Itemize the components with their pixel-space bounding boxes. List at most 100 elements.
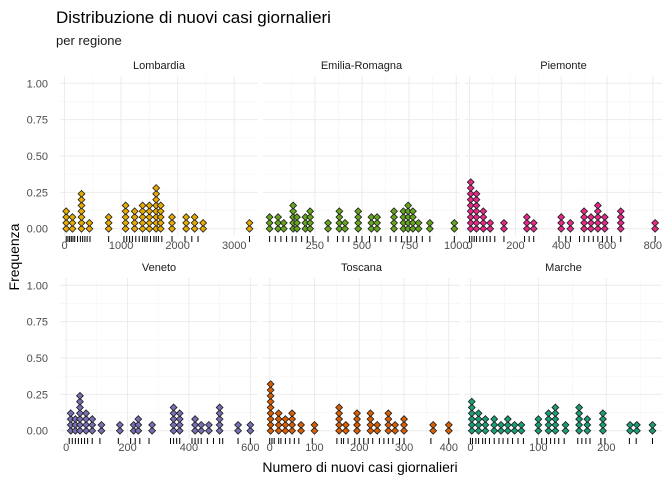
x-axis-title: Numero di nuovi casi giornalieri <box>262 459 457 475</box>
data-point <box>486 218 495 227</box>
y-tick-label: 0.75 <box>27 317 48 329</box>
data-point <box>306 218 315 227</box>
y-tick-label: 0.75 <box>27 115 48 127</box>
data-point <box>367 218 376 227</box>
data-point <box>600 218 609 227</box>
data-point <box>384 409 393 418</box>
data-point <box>121 224 130 233</box>
data-point <box>82 409 91 418</box>
data-point <box>632 420 641 429</box>
data-point <box>77 207 86 216</box>
data-point <box>529 218 538 227</box>
data-point <box>414 224 423 233</box>
facet-strip-label: Emilia-Romagna <box>321 60 403 72</box>
data-point <box>289 201 298 210</box>
data-point <box>373 224 382 233</box>
data-point <box>616 207 625 216</box>
data-point <box>130 224 139 233</box>
data-point <box>82 415 91 424</box>
data-point <box>474 409 483 418</box>
data-point <box>138 224 147 233</box>
data-point <box>197 426 206 435</box>
data-point <box>266 380 275 389</box>
data-point <box>266 426 275 435</box>
data-point <box>408 207 417 216</box>
data-point <box>354 218 363 227</box>
data-point <box>204 420 213 429</box>
data-point <box>215 426 224 435</box>
data-point <box>68 224 77 233</box>
data-point <box>490 426 499 435</box>
y-tick-label: 0.25 <box>27 187 48 199</box>
data-point <box>134 426 143 435</box>
data-point <box>204 426 213 435</box>
data-point <box>366 415 375 424</box>
data-point <box>245 224 254 233</box>
data-point <box>310 420 319 429</box>
data-point <box>199 224 208 233</box>
data-point <box>148 426 157 435</box>
data-point <box>62 224 71 233</box>
data-point <box>335 403 344 412</box>
data-point <box>408 213 417 222</box>
data-point <box>62 207 71 216</box>
data-point <box>77 213 86 222</box>
data-point <box>651 224 660 233</box>
data-point <box>551 409 560 418</box>
data-point <box>265 218 274 227</box>
data-point <box>467 403 476 412</box>
data-point <box>310 426 319 435</box>
data-point <box>97 420 106 429</box>
data-point <box>583 420 592 429</box>
data-point <box>479 224 488 233</box>
x-tick-label: 750 <box>400 240 418 252</box>
data-point <box>266 386 275 394</box>
data-point <box>75 397 84 406</box>
data-point <box>104 218 113 227</box>
data-point <box>145 201 154 210</box>
data-point <box>353 420 361 429</box>
data-point <box>130 218 139 227</box>
x-tick-label: 0 <box>467 442 473 454</box>
data-point <box>587 224 595 233</box>
data-point <box>156 224 165 233</box>
data-point <box>169 403 178 412</box>
data-point <box>246 420 255 429</box>
data-point <box>77 224 86 233</box>
data-point <box>544 415 553 424</box>
data-point <box>466 207 475 216</box>
data-point <box>335 409 344 418</box>
chart-title: Distribuzione di nuovi casi giornalieri <box>56 8 331 27</box>
data-point <box>274 420 283 429</box>
data-point <box>85 218 94 227</box>
data-point <box>354 224 363 233</box>
data-point <box>97 426 106 435</box>
data-point <box>274 415 283 424</box>
data-point <box>168 218 176 227</box>
x-tick-label: 200 <box>350 442 368 454</box>
data-point <box>593 218 602 227</box>
data-point <box>467 397 476 406</box>
data-point <box>266 397 275 406</box>
data-point <box>138 201 147 210</box>
data-point <box>215 415 224 424</box>
data-point <box>85 224 94 233</box>
data-point <box>168 224 176 233</box>
data-point <box>544 409 553 418</box>
data-point <box>266 420 275 429</box>
data-point <box>529 224 538 233</box>
data-point <box>148 420 157 429</box>
data-point <box>467 415 476 424</box>
data-point <box>289 207 298 216</box>
data-point <box>281 420 290 429</box>
data-point <box>616 224 625 233</box>
data-point <box>335 218 344 227</box>
y-tick-label: 0.50 <box>27 151 48 163</box>
data-point <box>353 409 361 418</box>
data-point <box>88 415 97 424</box>
data-point <box>353 415 361 424</box>
data-point <box>265 213 274 222</box>
data-point <box>580 207 589 216</box>
data-point <box>490 415 499 424</box>
